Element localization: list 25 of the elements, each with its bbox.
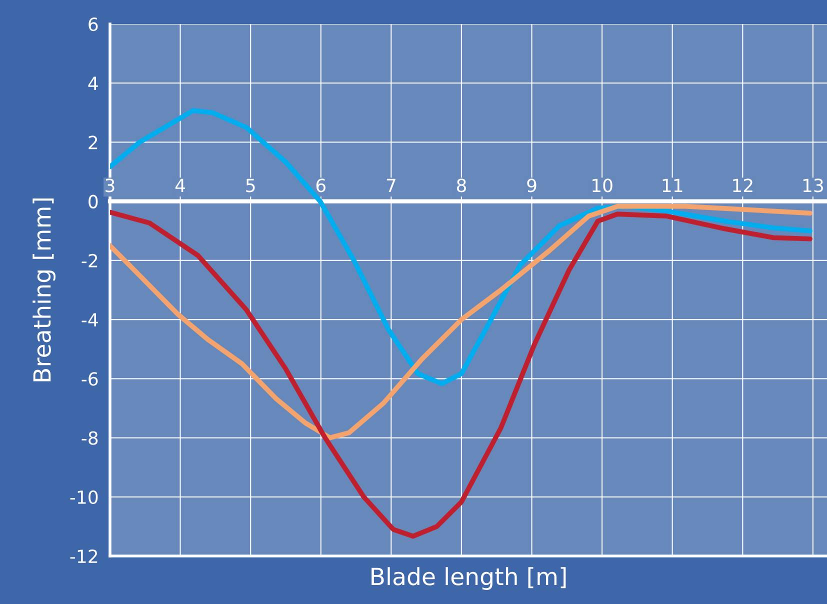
y-tick-label: 0 <box>88 194 98 208</box>
y-tick-label: 4 <box>88 76 98 90</box>
x-tick-label: 4 <box>175 178 186 192</box>
line-series <box>110 204 813 440</box>
x-tick-label: 6 <box>316 178 326 192</box>
y-tick-label: 6 <box>88 17 98 32</box>
y-tick-label: 2 <box>88 136 98 150</box>
x-tick-label: 13 <box>803 178 823 192</box>
x-axis-title: Blade length [m] <box>372 567 566 590</box>
line-series <box>110 210 813 539</box>
x-tick-label: 8 <box>456 178 466 192</box>
x-tick-label: 7 <box>386 178 396 192</box>
x-tick-label: 11 <box>662 178 682 192</box>
y-tick-label: -2 <box>82 254 98 268</box>
y-tick-label: -8 <box>82 431 98 445</box>
y-tick-label: -6 <box>82 372 98 386</box>
x-tick-label: 9 <box>527 178 536 192</box>
y-tick-label: -4 <box>82 313 98 326</box>
y-tick-label: -12 <box>70 549 98 563</box>
x-tick-label: 3 <box>106 178 114 192</box>
y-tick-label: -10 <box>70 490 98 504</box>
x-tick-label: 12 <box>733 178 752 192</box>
x-tick-label: 5 <box>246 178 255 192</box>
x-tick-label: 10 <box>592 178 612 192</box>
y-axis-title: Breathing [mm] <box>32 198 56 382</box>
